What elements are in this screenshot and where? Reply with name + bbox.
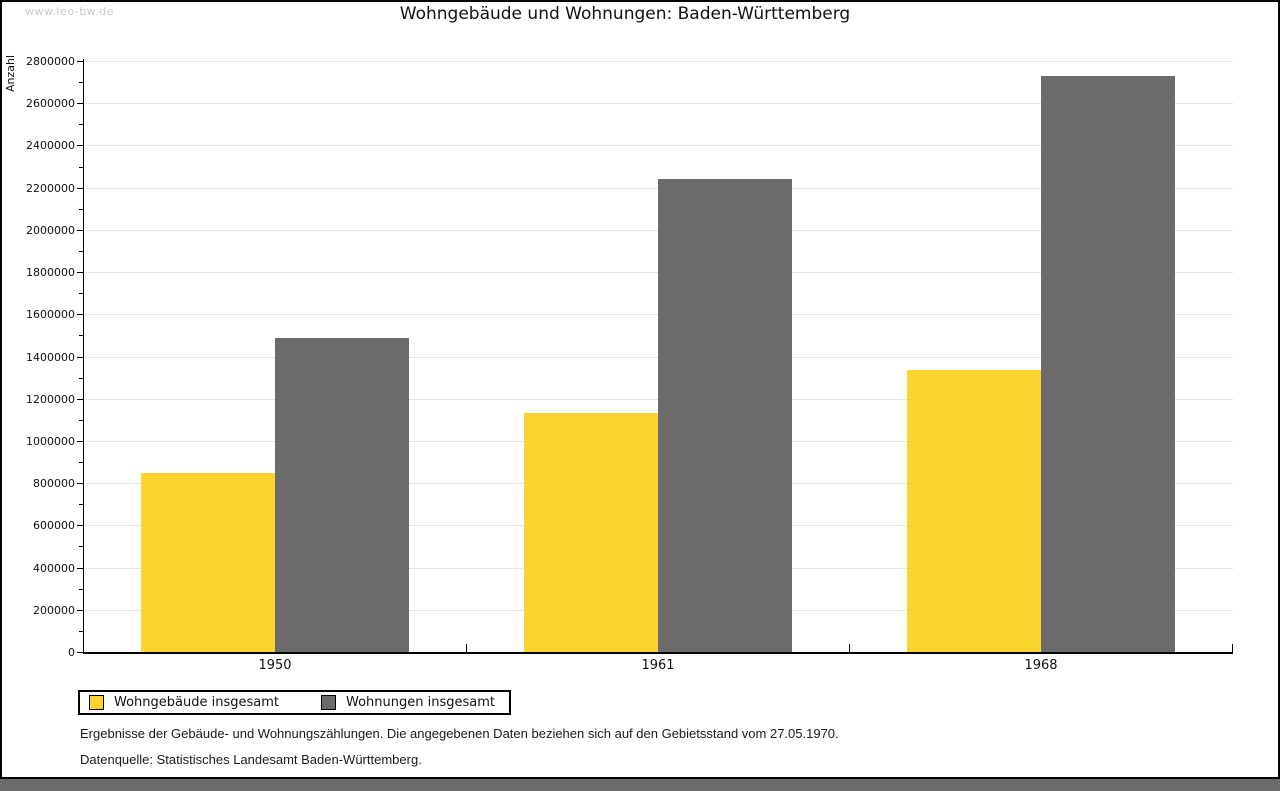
- y-major-tick: [77, 272, 83, 273]
- y-minor-tick: [79, 546, 83, 547]
- y-tick-label: 2200000: [26, 182, 75, 195]
- y-minor-tick: [79, 420, 83, 421]
- footnote-line: Ergebnisse der Gebäude- und Wohnungszähl…: [80, 726, 839, 741]
- y-tick-label: 1200000: [26, 393, 75, 406]
- y-major-tick: [77, 525, 83, 526]
- y-major-tick: [77, 568, 83, 569]
- y-minor-tick: [79, 504, 83, 505]
- y-minor-tick: [79, 167, 83, 168]
- legend-label: Wohnungen insgesamt: [346, 695, 495, 710]
- legend-entry: Wohngebäude insgesamt: [89, 695, 279, 710]
- y-minor-tick: [79, 293, 83, 294]
- y-major-tick: [77, 61, 83, 62]
- bottom-strip: [0, 779, 1280, 791]
- y-tick-label: 2000000: [26, 224, 75, 237]
- y-tick-label: 2400000: [26, 139, 75, 152]
- y-major-tick: [77, 483, 83, 484]
- x-boundary-tick: [1232, 644, 1233, 652]
- legend-label: Wohngebäude insgesamt: [114, 695, 279, 710]
- bar-wohnungen-1961: [658, 179, 792, 652]
- y-major-tick: [77, 399, 83, 400]
- y-tick-label: 400000: [33, 562, 75, 575]
- y-tick-label: 1000000: [26, 435, 75, 448]
- y-major-tick: [77, 357, 83, 358]
- x-tick-label: 1968: [1024, 658, 1058, 673]
- y-minor-tick: [79, 631, 83, 632]
- y-minor-tick: [79, 124, 83, 125]
- y-tick-label: 1800000: [26, 266, 75, 279]
- y-minor-tick: [79, 462, 83, 463]
- y-tick-label: 0: [68, 646, 75, 659]
- y-minor-tick: [79, 378, 83, 379]
- y-major-tick: [77, 103, 83, 104]
- chart-title: Wohngebäude und Wohnungen: Baden-Württem…: [399, 4, 851, 24]
- y-major-tick: [77, 230, 83, 231]
- footnote-line: Datenquelle: Statistisches Landesamt Bad…: [80, 752, 422, 767]
- y-major-tick: [77, 188, 83, 189]
- y-tick-label: 200000: [33, 604, 75, 617]
- y-minor-tick: [79, 335, 83, 336]
- y-minor-tick: [79, 82, 83, 83]
- y-major-tick: [77, 145, 83, 146]
- legend-entry: Wohnungen insgesamt: [321, 695, 495, 710]
- y-axis-line: [83, 59, 84, 654]
- y-gridline: [84, 103, 1233, 104]
- y-tick-label: 2600000: [26, 97, 75, 110]
- y-major-tick: [77, 652, 83, 653]
- bar-wohngebäude-1968: [907, 370, 1041, 652]
- y-minor-tick: [79, 589, 83, 590]
- y-major-tick: [77, 441, 83, 442]
- x-tick-label: 1950: [258, 658, 292, 673]
- y-major-tick: [77, 314, 83, 315]
- y-tick-label: 800000: [33, 477, 75, 490]
- x-axis-line: [83, 652, 1233, 654]
- bar-wohngebäude-1950: [141, 473, 275, 652]
- x-boundary-tick: [849, 644, 850, 652]
- x-tick-label: 1961: [641, 658, 675, 673]
- y-minor-tick: [79, 251, 83, 252]
- y-tick-label: 2800000: [26, 55, 75, 68]
- y-tick-label: 600000: [33, 519, 75, 532]
- y-tick-label: 1400000: [26, 351, 75, 364]
- bar-wohnungen-1950: [275, 338, 409, 652]
- legend-swatch-icon: [89, 695, 104, 710]
- legend-box: Wohngebäude insgesamt Wohnungen insgesamt: [78, 690, 511, 715]
- y-gridline: [84, 145, 1233, 146]
- y-major-tick: [77, 610, 83, 611]
- watermark-text: www.leo-bw.de: [25, 5, 114, 18]
- y-gridline: [84, 61, 1233, 62]
- legend-swatch-icon: [321, 695, 336, 710]
- bar-wohngebäude-1961: [524, 413, 658, 652]
- bar-wohnungen-1968: [1041, 76, 1175, 652]
- y-minor-tick: [79, 209, 83, 210]
- x-boundary-tick: [466, 644, 467, 652]
- y-tick-label: 1600000: [26, 308, 75, 321]
